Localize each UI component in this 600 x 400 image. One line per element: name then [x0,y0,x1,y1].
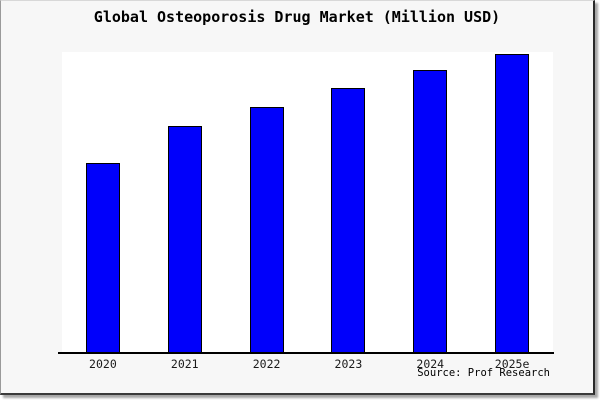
bar-2024 [413,70,448,352]
x-tick-label-2025e: 2025e [494,357,530,371]
x-tick-label-2023: 2023 [334,357,363,371]
plot-area [62,52,553,352]
bar-2022 [249,107,284,352]
x-axis-line [58,352,554,354]
x-tick-label-2020: 2020 [89,357,117,371]
x-tick-label-2022: 2022 [252,357,281,371]
chart-figure: Global Osteoporosis Drug Market (Million… [0,0,595,395]
source-text: Source: Prof Research [417,367,550,379]
x-tick-label-2021: 2021 [170,357,199,371]
bar-2021 [167,126,202,352]
bar-2025e [495,54,530,352]
bar-2023 [331,88,366,352]
chart-title: Global Osteoporosis Drug Market (Million… [93,8,501,26]
x-tick-label-2024: 2024 [416,357,445,371]
bar-2020 [85,163,120,352]
